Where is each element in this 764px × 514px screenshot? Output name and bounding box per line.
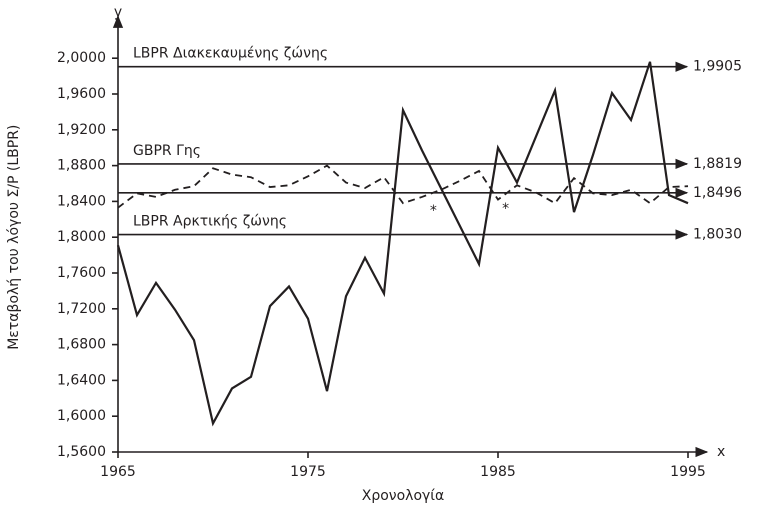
y-tick-label: 1,9600 (57, 86, 106, 102)
x-axis-symbol: x (717, 444, 725, 460)
y-tick-label: 1,8800 (57, 158, 106, 174)
y-tick-label: 1,7600 (57, 265, 106, 281)
y-tick-label: 1,6000 (57, 408, 106, 424)
x-tick-label: 1995 (670, 464, 706, 480)
reference-name: GBPR Γης (133, 143, 201, 159)
annotation: * (502, 201, 509, 217)
y-tick-label: 1,7200 (57, 301, 106, 317)
x-tick-label: 1975 (290, 464, 326, 480)
y-axis-label: Μεταβολή του λόγου Σ/P (LBPR) (6, 125, 22, 350)
reference-value-label: 1,9905 (693, 59, 742, 75)
line-series (116, 61, 689, 427)
x-tick-label: 1985 (480, 464, 516, 480)
y-tick-label: 1,9200 (57, 122, 106, 138)
y-tick-label: 1,8000 (57, 229, 106, 245)
y-tick-label: 2,0000 (57, 50, 106, 66)
reference-name: LBPR Διακεκαυμένης ζώνης (133, 46, 328, 62)
y-tick-label: 1,8400 (57, 193, 106, 209)
reference-value-label: 1,8819 (693, 156, 742, 172)
reference-value-label: 1,8496 (693, 185, 742, 201)
reference-value-label: 1,8030 (693, 227, 742, 243)
y-tick-label: 1,6400 (57, 372, 106, 388)
annotation: * (430, 203, 437, 219)
line-series (117, 164, 689, 209)
x-tick-label: 1965 (100, 464, 136, 480)
reference-name: LBPR Αρκτικής ζώνης (133, 214, 287, 230)
y-tick-label: 1,5600 (57, 444, 106, 460)
y-axis-symbol: y (114, 4, 122, 20)
x-axis-label: Χρονολογία (362, 488, 445, 504)
y-tick-label: 1,6800 (57, 337, 106, 353)
